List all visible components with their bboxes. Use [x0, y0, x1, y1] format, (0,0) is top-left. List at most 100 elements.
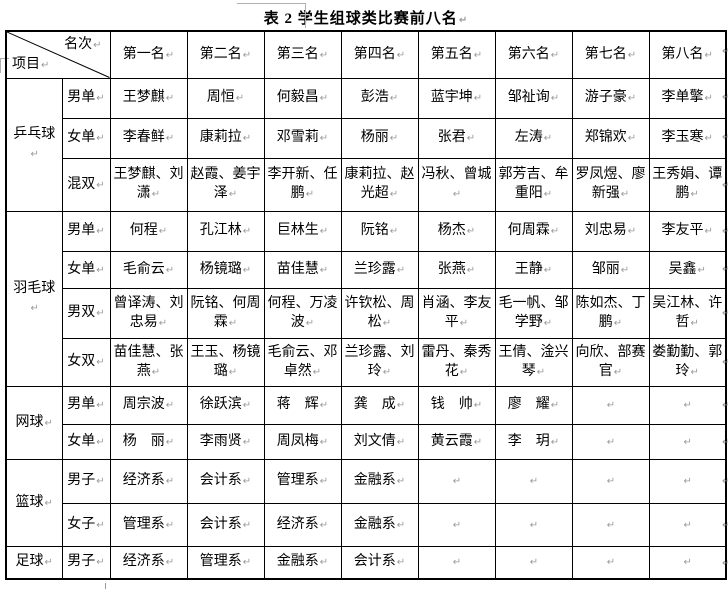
- event-cell[interactable]: 女单↵: [61, 423, 111, 460]
- result-cell[interactable]: 李春鲜↵: [109, 117, 188, 159]
- event-cell[interactable]: 男单↵: [61, 385, 111, 425]
- result-cell[interactable]: 孔江林↵: [186, 210, 265, 252]
- result-cell[interactable]: 经济系↵: [109, 545, 188, 580]
- result-cell[interactable]: 陈如杰、丁鹏↵: [571, 287, 650, 339]
- result-cell[interactable]: 杨丽↵: [340, 117, 419, 159]
- result-cell[interactable]: 曾译涛、刘忠易↵: [109, 287, 188, 339]
- result-cell[interactable]: 李 玥↵: [494, 423, 573, 460]
- result-cell[interactable]: 王梦麒、刘潇↵: [109, 157, 188, 212]
- result-cell[interactable]: ↵: [417, 458, 496, 504]
- result-cell[interactable]: 吴鑫↵: [648, 250, 727, 289]
- result-cell[interactable]: 郭芳吉、牟重阳↵: [494, 157, 573, 212]
- result-cell[interactable]: 王倩、淦兴琴↵: [494, 337, 573, 387]
- result-cell[interactable]: 许钦松、周松↵: [340, 287, 419, 339]
- event-cell[interactable]: 男单↵: [61, 77, 111, 119]
- result-cell[interactable]: 杨镜璐↵: [186, 250, 265, 289]
- result-cell[interactable]: 邹丽↵: [571, 250, 650, 289]
- result-cell[interactable]: 左涛↵: [494, 117, 573, 159]
- sport-cell[interactable]: 足球↵: [5, 545, 63, 580]
- result-cell[interactable]: 张君↵: [417, 117, 496, 159]
- result-cell[interactable]: 王梦麒↵: [109, 77, 188, 119]
- result-cell[interactable]: 金融系↵: [340, 502, 419, 547]
- event-cell[interactable]: 男单↵: [61, 210, 111, 252]
- result-cell[interactable]: 李单擎↵: [648, 77, 727, 119]
- result-cell[interactable]: 阮铭、何周霖↵: [186, 287, 265, 339]
- result-cell[interactable]: 李开新、任鹏↵: [263, 157, 342, 212]
- result-cell[interactable]: 毛俞云↵: [109, 250, 188, 289]
- result-cell[interactable]: 会计系↵: [340, 545, 419, 580]
- result-cell[interactable]: 杨 丽↵: [109, 423, 188, 460]
- rank-header-cell[interactable]: 第一名↵: [109, 30, 188, 79]
- result-cell[interactable]: ↵: [417, 502, 496, 547]
- rank-header-cell[interactable]: 第四名↵: [340, 30, 419, 79]
- result-cell[interactable]: 娄勤勤、郭玲↵: [648, 337, 727, 387]
- result-cell[interactable]: 何程↵: [109, 210, 188, 252]
- result-cell[interactable]: 廖 耀↵: [494, 385, 573, 425]
- result-cell[interactable]: 王秀娟、谭鹏↵: [648, 157, 727, 212]
- result-cell[interactable]: 李玉寒↵: [648, 117, 727, 159]
- result-cell[interactable]: 管理系↵: [109, 502, 188, 547]
- result-cell[interactable]: 赵霞、姜宇泽↵: [186, 157, 265, 212]
- result-cell[interactable]: 刘文倩↵: [340, 423, 419, 460]
- rank-header-cell[interactable]: 第五名↵: [417, 30, 496, 79]
- event-cell[interactable]: 男子↵: [61, 545, 111, 580]
- result-cell[interactable]: 兰珍露↵: [340, 250, 419, 289]
- sport-cell[interactable]: 网球↵: [5, 385, 63, 460]
- result-cell[interactable]: 罗凤煜、廖新强↵: [571, 157, 650, 212]
- result-cell[interactable]: 周恒↵: [186, 77, 265, 119]
- event-cell[interactable]: 男双↵: [61, 287, 111, 339]
- sport-cell[interactable]: 乒乓球↵: [5, 77, 63, 212]
- result-cell[interactable]: ↵: [571, 458, 650, 504]
- result-cell[interactable]: 李友平↵: [648, 210, 727, 252]
- result-cell[interactable]: 吴江林、许哲↵: [648, 287, 727, 339]
- result-cell[interactable]: 苗佳慧↵: [263, 250, 342, 289]
- result-cell[interactable]: 肖涵、李友平↵: [417, 287, 496, 339]
- result-cell[interactable]: 刘忠易↵: [571, 210, 650, 252]
- result-cell[interactable]: 巨林生↵: [263, 210, 342, 252]
- result-cell[interactable]: 雷丹、秦秀花↵: [417, 337, 496, 387]
- result-cell[interactable]: 康莉拉↵: [186, 117, 265, 159]
- result-cell[interactable]: 王静↵: [494, 250, 573, 289]
- result-cell[interactable]: 邹祉询↵: [494, 77, 573, 119]
- result-cell[interactable]: 彭浩↵: [340, 77, 419, 119]
- result-cell[interactable]: ↵: [571, 502, 650, 547]
- result-cell[interactable]: 郑锦欢↵: [571, 117, 650, 159]
- result-cell[interactable]: 杨杰↵: [417, 210, 496, 252]
- result-cell[interactable]: ↵: [494, 458, 573, 504]
- rank-header-cell[interactable]: 第三名↵: [263, 30, 342, 79]
- result-cell[interactable]: ↵: [571, 545, 650, 580]
- result-cell[interactable]: ↵: [494, 502, 573, 547]
- rank-header-cell[interactable]: 第七名↵: [571, 30, 650, 79]
- result-cell[interactable]: 阮铭↵: [340, 210, 419, 252]
- event-cell[interactable]: 女单↵: [61, 117, 111, 159]
- result-cell[interactable]: 蓝宇坤↵: [417, 77, 496, 119]
- event-cell[interactable]: 女单↵: [61, 250, 111, 289]
- result-cell[interactable]: ↵: [648, 502, 727, 547]
- result-cell[interactable]: 蒋 辉↵: [263, 385, 342, 425]
- sport-cell[interactable]: 篮球↵: [5, 458, 63, 547]
- result-cell[interactable]: 康莉拉、赵光超↵: [340, 157, 419, 212]
- result-cell[interactable]: 管理系↵: [263, 458, 342, 504]
- result-cell[interactable]: 会计系↵: [186, 502, 265, 547]
- result-cell[interactable]: 冯秋、曾城↵: [417, 157, 496, 212]
- result-cell[interactable]: 毛一帆、邹学野↵: [494, 287, 573, 339]
- result-cell[interactable]: 会计系↵: [186, 458, 265, 504]
- result-cell[interactable]: 向欣、部赛官↵: [571, 337, 650, 387]
- event-cell[interactable]: 女子↵: [61, 502, 111, 547]
- result-cell[interactable]: 龚 成↵: [340, 385, 419, 425]
- result-cell[interactable]: ↵: [417, 545, 496, 580]
- result-cell[interactable]: 黄云霞↵: [417, 423, 496, 460]
- event-cell[interactable]: 女双↵: [61, 337, 111, 387]
- result-cell[interactable]: 李雨贤↵: [186, 423, 265, 460]
- result-cell[interactable]: ↵: [648, 385, 727, 425]
- result-cell[interactable]: 王玉、杨镜璐↵: [186, 337, 265, 387]
- result-cell[interactable]: 经济系↵: [109, 458, 188, 504]
- result-cell[interactable]: ↵: [571, 385, 650, 425]
- result-cell[interactable]: 苗佳慧、张燕↵: [109, 337, 188, 387]
- rank-header-cell[interactable]: 第二名↵: [186, 30, 265, 79]
- result-cell[interactable]: 周凤梅↵: [263, 423, 342, 460]
- result-cell[interactable]: 毛俞云、邓卓然↵: [263, 337, 342, 387]
- result-cell[interactable]: 金融系↵: [340, 458, 419, 504]
- corner-header-cell[interactable]: 名次↵ 项目↵: [5, 30, 111, 79]
- result-cell[interactable]: ↵: [571, 423, 650, 460]
